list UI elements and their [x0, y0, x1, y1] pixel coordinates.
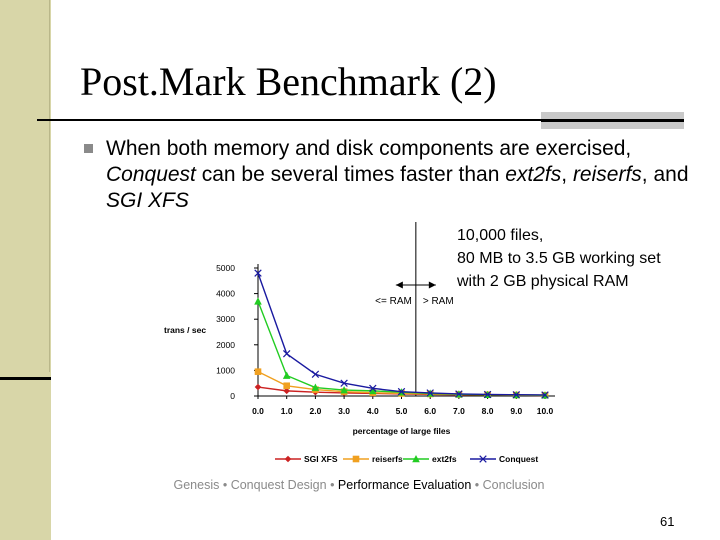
data-point-ext2fs: [311, 383, 320, 391]
bullet-text-part: When both memory and disk components are…: [106, 137, 632, 160]
x-tick-label: 9.0: [510, 406, 522, 416]
page-number: 61: [660, 514, 675, 529]
x-tick-label: 6.0: [424, 406, 436, 416]
data-point-conquest: [340, 379, 348, 387]
y-tick-label: 0: [230, 391, 235, 401]
data-point-sgi-xfs: [254, 383, 262, 391]
bullet-square-icon: [84, 144, 93, 153]
footer-separator: •: [219, 478, 231, 492]
data-point-ext2fs: [282, 371, 291, 379]
data-point-ext2fs: [254, 297, 262, 305]
series-line-ext2fs: [257, 301, 546, 396]
data-point-reiserfs: [254, 368, 262, 375]
benchmark-note: 10,000 files, 80 MB to 3.5 GB working se…: [457, 224, 661, 293]
side-decoration-line: [0, 377, 51, 380]
y-tick-label: 4000: [216, 289, 235, 299]
data-point-conquest: [512, 390, 521, 399]
legend-label-ext2fs: ext2fs: [432, 454, 457, 464]
bullet-text-reiserfs: reiserfs: [572, 163, 642, 186]
data-point-reiserfs: [283, 382, 290, 390]
note-line: 10,000 files,: [457, 227, 544, 244]
series-line-conquest: [257, 272, 546, 396]
x-axis-label: percentage of large files: [353, 426, 451, 436]
footer-item[interactable]: Performance Evaluation: [337, 478, 472, 492]
data-point-conquest: [426, 389, 434, 397]
y-tick-label: 3000: [216, 314, 235, 324]
footer-item[interactable]: Conclusion: [482, 478, 545, 492]
footer-item[interactable]: Conquest Design: [230, 478, 327, 492]
footer-separator: •: [471, 478, 483, 492]
x-tick-label: 8.0: [482, 406, 494, 416]
bullet-text-part: can be several times faster than: [195, 163, 506, 186]
ram-arrow-right-icon: [428, 281, 436, 289]
y-tick-label: 5000: [216, 263, 235, 273]
bullet-text-part: , and: [641, 163, 689, 186]
title-accent-line: [541, 119, 684, 122]
legend-label-conquest: Conquest: [499, 454, 538, 464]
y-axis-label: trans / sec: [164, 325, 206, 335]
footer-separator: •: [326, 478, 338, 492]
x-tick-label: 5.0: [396, 406, 408, 416]
data-point-sgi-xfs: [283, 387, 290, 395]
data-point-conquest: [311, 370, 320, 378]
bullet-text-part: ,: [561, 163, 573, 186]
x-tick-label: 7.0: [453, 406, 465, 416]
data-point-conquest: [282, 350, 291, 358]
footer-item[interactable]: Genesis: [173, 478, 220, 492]
ram-right-label: > RAM: [423, 296, 454, 307]
x-tick-label: 0.0: [252, 406, 264, 416]
x-tick-label: 4.0: [367, 406, 379, 416]
footer-navigation: Genesis • Conquest Design • Performance …: [150, 478, 568, 492]
data-point-conquest: [455, 390, 463, 398]
bullet-text-sgi-xfs: SGI XFS: [106, 189, 189, 212]
x-tick-label: 10.0: [537, 406, 554, 416]
note-line: with 2 GB physical RAM: [457, 273, 629, 290]
data-point-conquest: [254, 269, 262, 277]
data-point-conquest: [483, 390, 492, 399]
x-tick-label: 2.0: [309, 406, 321, 416]
data-point-conquest: [397, 387, 406, 396]
legend-label-sgi-xfs: SGI XFS: [304, 454, 338, 464]
bullet-text: When both memory and disk components are…: [106, 136, 706, 214]
data-point-ext2fs: [369, 386, 377, 395]
y-tick-label: 1000: [216, 365, 235, 375]
note-line: 80 MB to 3.5 GB working set: [457, 250, 661, 267]
y-tick-label: 2000: [216, 340, 235, 350]
postmark-line-chart: 0 1000 2000 3000 4000 5000 0.0 1.0 2.0 3.0 4.0 5.0 6…: [164, 222, 555, 464]
legend-label-reiserfs: reiserfs: [372, 454, 403, 464]
bullet-text-ext2fs: ext2fs: [505, 163, 562, 186]
legend-marker-sgi-xfs: [284, 455, 292, 463]
data-point-conquest: [541, 391, 549, 399]
legend-marker-conquest: [479, 455, 487, 463]
title-underline: [37, 119, 684, 121]
ram-left-label: <= RAM: [375, 296, 412, 307]
slide-title: Post.Mark Benchmark (2): [80, 59, 497, 104]
x-tick-label: 3.0: [338, 406, 350, 416]
bullet-text-conquest: Conquest: [106, 163, 196, 186]
data-point-conquest: [369, 384, 377, 393]
side-decoration-panel: [2, 0, 50, 372]
data-point-ext2fs: [340, 386, 348, 394]
x-tick-label: 1.0: [281, 406, 293, 416]
legend-marker-reiserfs: [352, 455, 360, 463]
legend-marker-ext2fs: [412, 455, 420, 463]
ram-arrow-left-icon: [395, 281, 403, 289]
